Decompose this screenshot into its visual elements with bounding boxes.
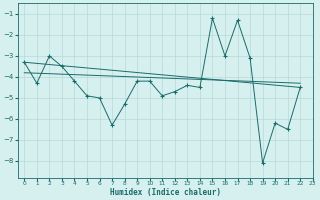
X-axis label: Humidex (Indice chaleur): Humidex (Indice chaleur) <box>110 188 221 197</box>
